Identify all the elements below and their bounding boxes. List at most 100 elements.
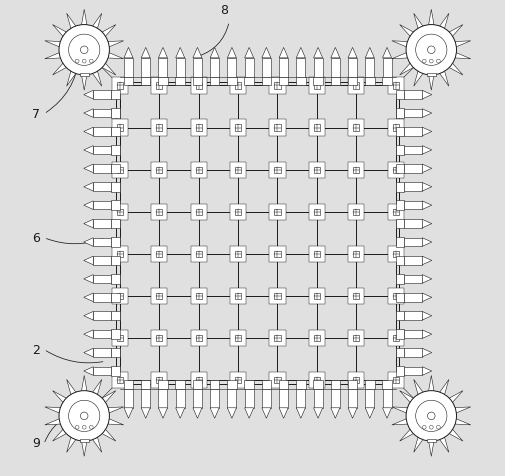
Polygon shape	[296, 48, 305, 59]
Bar	[192, 389, 201, 408]
Polygon shape	[391, 407, 410, 414]
Bar	[151, 330, 167, 347]
Bar	[210, 389, 219, 408]
Bar	[227, 78, 236, 86]
Bar	[352, 125, 359, 131]
Bar	[117, 167, 123, 173]
Bar	[387, 162, 403, 178]
Circle shape	[69, 400, 99, 432]
Bar	[387, 204, 403, 220]
Bar	[382, 59, 391, 78]
Bar	[403, 165, 422, 173]
Bar	[210, 78, 219, 86]
Bar	[141, 59, 150, 78]
Bar	[190, 372, 207, 388]
Bar	[403, 238, 422, 247]
Bar	[93, 146, 111, 155]
Circle shape	[427, 47, 434, 54]
Bar	[93, 220, 111, 228]
Bar	[112, 372, 128, 388]
Bar	[234, 251, 241, 258]
Bar	[347, 204, 364, 220]
Polygon shape	[413, 69, 424, 87]
Polygon shape	[83, 293, 93, 302]
Polygon shape	[244, 408, 253, 418]
Polygon shape	[365, 408, 374, 418]
Bar	[93, 312, 111, 320]
Polygon shape	[141, 408, 150, 418]
Bar	[151, 78, 167, 94]
Polygon shape	[105, 42, 123, 49]
Bar	[395, 311, 403, 321]
Bar	[313, 83, 319, 89]
Polygon shape	[313, 408, 322, 418]
Polygon shape	[413, 434, 424, 452]
Polygon shape	[175, 408, 184, 418]
Text: 8: 8	[220, 4, 228, 18]
Bar	[313, 167, 319, 173]
Bar	[365, 389, 374, 408]
Polygon shape	[83, 201, 93, 210]
Polygon shape	[422, 348, 431, 357]
Bar	[116, 82, 398, 384]
Bar	[93, 367, 111, 376]
Polygon shape	[262, 48, 270, 59]
Bar	[111, 109, 120, 119]
Polygon shape	[313, 48, 322, 59]
Bar	[195, 125, 201, 131]
Bar	[352, 335, 359, 341]
Bar	[227, 380, 236, 389]
Bar	[347, 162, 364, 178]
Bar	[403, 348, 422, 357]
Polygon shape	[422, 275, 431, 284]
Bar	[347, 288, 364, 305]
Polygon shape	[347, 408, 357, 418]
Bar	[93, 165, 111, 173]
Bar	[296, 59, 305, 78]
Bar	[392, 83, 398, 89]
Polygon shape	[53, 62, 69, 76]
Bar	[229, 288, 245, 305]
Bar	[244, 59, 253, 78]
Bar	[313, 335, 319, 341]
Bar	[364, 78, 374, 86]
Bar	[395, 219, 403, 229]
Polygon shape	[422, 183, 431, 192]
Polygon shape	[83, 238, 93, 247]
Circle shape	[436, 60, 439, 64]
Bar	[392, 167, 398, 173]
Bar	[403, 330, 422, 339]
Bar	[313, 78, 322, 86]
Polygon shape	[83, 91, 93, 99]
Bar	[156, 293, 162, 299]
Polygon shape	[67, 434, 77, 452]
Polygon shape	[81, 438, 87, 456]
Bar	[234, 125, 241, 131]
Polygon shape	[445, 26, 462, 40]
Bar	[156, 335, 162, 341]
Bar	[278, 380, 288, 389]
Bar	[117, 125, 123, 131]
Polygon shape	[124, 408, 133, 418]
Bar	[403, 183, 422, 192]
Polygon shape	[99, 391, 116, 405]
Polygon shape	[227, 408, 236, 418]
Polygon shape	[83, 312, 93, 320]
Bar	[403, 91, 422, 99]
Bar	[381, 78, 391, 86]
Bar	[381, 380, 391, 389]
Bar	[395, 367, 403, 376]
Bar	[347, 372, 364, 388]
Bar	[151, 246, 167, 262]
Circle shape	[422, 60, 425, 64]
Bar	[229, 372, 245, 388]
Bar	[274, 251, 280, 258]
Bar	[313, 380, 322, 389]
Bar	[347, 246, 364, 262]
Bar	[308, 372, 324, 388]
Polygon shape	[227, 48, 236, 59]
Polygon shape	[399, 26, 415, 40]
Bar	[195, 335, 201, 341]
Bar	[279, 389, 287, 408]
Polygon shape	[451, 52, 470, 60]
